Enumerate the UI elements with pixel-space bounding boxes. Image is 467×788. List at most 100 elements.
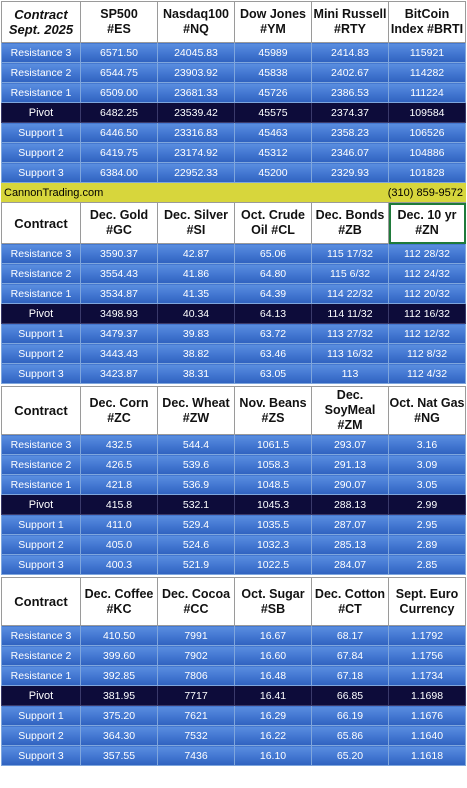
price-cell: 381.95: [80, 685, 158, 706]
price-cell: 64.13: [234, 303, 312, 324]
price-cell: 392.85: [80, 665, 158, 686]
row-label: Support 2: [1, 343, 81, 364]
header-row: Contract Dec. Corn #ZC Dec. Wheat #ZW Nov.…: [1, 386, 466, 435]
price-cell: 1032.3: [234, 534, 312, 555]
column-header: Dow Jones #YM: [234, 1, 312, 43]
column-header: Dec. Gold #GC: [80, 202, 158, 244]
row-label: Support 3: [1, 162, 81, 183]
table-body: Resistance 3 3590.37 42.87 65.06 115 17/32 11…: [1, 243, 466, 384]
softs-currency-table: Contract Dec. Coffee #KC Dec. Cocoa #CC Oc…: [1, 577, 466, 766]
contact-banner: CannonTrading.com (310) 859-9572: [1, 183, 466, 202]
pivot-row: Pivot 381.95 7717 16.41 66.85 1.1698: [1, 685, 466, 706]
resistance-row: Resistance 2 399.60 7902 16.60 67.84 1.1756: [1, 645, 466, 666]
resistance-row: Resistance 1 392.85 7806 16.48 67.18 1.1734: [1, 665, 466, 686]
price-cell: 2414.83: [311, 42, 389, 63]
price-cell: 400.3: [80, 554, 158, 575]
price-cell: 45726: [234, 82, 312, 103]
pivot-row: Pivot 3498.93 40.34 64.13 114 11/32 112 16/32: [1, 303, 466, 324]
column-header: Dec. Wheat #ZW: [157, 386, 235, 435]
price-cell: 7621: [157, 705, 235, 726]
price-cell: 3554.43: [80, 263, 158, 284]
price-cell: 7717: [157, 685, 235, 706]
resistance-row: Resistance 3 3590.37 42.87 65.06 115 17/32 11…: [1, 243, 466, 264]
support-row: Support 2 405.0 524.6 1032.3 285.13 2.89: [1, 534, 466, 555]
price-cell: 357.55: [80, 745, 158, 766]
website-link[interactable]: CannonTrading.com: [4, 186, 104, 199]
pivot-points-sheet: Contract Sept. 2025 SP500 #ES Nasdaq100 #NQ…: [1, 1, 466, 766]
column-header: BitCoin Index #BRTI: [388, 1, 466, 43]
price-cell: 287.07: [311, 514, 389, 535]
row-label: Support 1: [1, 122, 81, 143]
price-cell: 364.30: [80, 725, 158, 746]
price-cell: 64.80: [234, 263, 312, 284]
header-row: Contract Sept. 2025 SP500 #ES Nasdaq100 #NQ…: [1, 1, 466, 43]
price-cell: 2358.23: [311, 122, 389, 143]
column-header: Nasdaq100 #NQ: [157, 1, 235, 43]
price-cell: 284.07: [311, 554, 389, 575]
price-cell: 6384.00: [80, 162, 158, 183]
price-cell: 23903.92: [157, 62, 235, 83]
price-cell: 23539.42: [157, 102, 235, 123]
column-header: Dec. Cotton #CT: [311, 577, 389, 626]
price-cell: 6544.75: [80, 62, 158, 83]
support-row: Support 2 6419.75 23174.92 45312 2346.07 1048…: [1, 142, 466, 163]
price-cell: 112 28/32: [388, 243, 466, 264]
price-cell: 6509.00: [80, 82, 158, 103]
price-cell: 405.0: [80, 534, 158, 555]
row-label: Support 1: [1, 705, 81, 726]
column-header: Dec. Silver #SI: [157, 202, 235, 244]
row-label: Resistance 3: [1, 434, 81, 455]
price-cell: 1048.5: [234, 474, 312, 495]
resistance-row: Resistance 1 6509.00 23681.33 45726 2386.53 1…: [1, 82, 466, 103]
price-cell: 2374.37: [311, 102, 389, 123]
price-cell: 1.1734: [388, 665, 466, 686]
corner-cell: Contract: [1, 202, 81, 244]
price-cell: 38.82: [157, 343, 235, 364]
support-row: Support 2 3443.43 38.82 63.46 113 16/32 112 8…: [1, 343, 466, 364]
price-cell: 539.6: [157, 454, 235, 475]
price-cell: 1.1676: [388, 705, 466, 726]
price-cell: 544.4: [157, 434, 235, 455]
price-cell: 6482.25: [80, 102, 158, 123]
resistance-row: Resistance 1 3534.87 41.35 64.39 114 22/32 11…: [1, 283, 466, 304]
price-cell: 6419.75: [80, 142, 158, 163]
support-row: Support 3 3423.87 38.31 63.05 113 112 4/32: [1, 363, 466, 384]
grains-table: Contract Dec. Corn #ZC Dec. Wheat #ZW Nov.…: [1, 386, 466, 575]
price-cell: 41.35: [157, 283, 235, 304]
table-body: Resistance 3 432.5 544.4 1061.5 293.07 3.16 Re…: [1, 434, 466, 575]
price-cell: 293.07: [311, 434, 389, 455]
price-cell: 2.95: [388, 514, 466, 535]
metals-energy-bonds-table: Contract Dec. Gold #GC Dec. Silver #SI Oct…: [1, 202, 466, 384]
price-cell: 16.29: [234, 705, 312, 726]
price-cell: 3.16: [388, 434, 466, 455]
price-cell: 410.50: [80, 625, 158, 646]
price-cell: 111224: [388, 82, 466, 103]
corner-line: Contract: [14, 7, 68, 22]
price-cell: 45312: [234, 142, 312, 163]
price-cell: 112 8/32: [388, 343, 466, 364]
row-label: Resistance 2: [1, 454, 81, 475]
price-cell: 106526: [388, 122, 466, 143]
resistance-row: Resistance 1 421.8 536.9 1048.5 290.07 3.05: [1, 474, 466, 495]
price-cell: 16.22: [234, 725, 312, 746]
price-cell: 16.10: [234, 745, 312, 766]
row-label: Resistance 3: [1, 42, 81, 63]
price-cell: 432.5: [80, 434, 158, 455]
price-cell: 7532: [157, 725, 235, 746]
resistance-row: Resistance 2 6544.75 23903.92 45838 2402.67 1…: [1, 62, 466, 83]
row-label: Pivot: [1, 303, 81, 324]
row-label: Resistance 1: [1, 82, 81, 103]
price-cell: 114 22/32: [311, 283, 389, 304]
price-cell: 101828: [388, 162, 466, 183]
price-cell: 115 17/32: [311, 243, 389, 264]
row-label: Resistance 1: [1, 665, 81, 686]
price-cell: 113 27/32: [311, 323, 389, 344]
column-header-selected[interactable]: Dec. 10 yr #ZN: [388, 202, 466, 244]
column-header: Sept. Euro Currency: [388, 577, 466, 626]
corner-line: Sept. 2025: [8, 22, 74, 37]
column-header: Dec. Coffee #KC: [80, 577, 158, 626]
price-cell: 1.1792: [388, 625, 466, 646]
price-cell: 45989: [234, 42, 312, 63]
row-label: Support 3: [1, 554, 81, 575]
row-label: Support 3: [1, 363, 81, 384]
